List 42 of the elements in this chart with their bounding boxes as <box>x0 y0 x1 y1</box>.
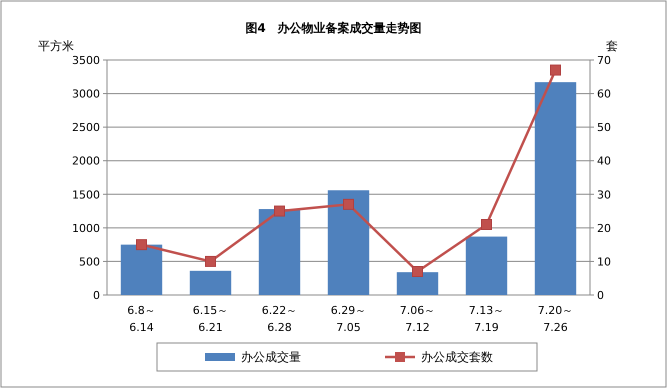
y-tick-label: 3500 <box>72 54 100 67</box>
y-tick-label: 2000 <box>72 154 100 168</box>
bar <box>258 209 300 295</box>
bar <box>466 236 508 295</box>
y-tick-label: 500 <box>79 255 100 268</box>
y2-tick-label: 0 <box>597 289 604 302</box>
y-tick-label: 0 <box>93 289 100 302</box>
y2-tick-label: 70 <box>597 54 611 67</box>
x-tick-label: 6.15～6.21 <box>192 304 228 334</box>
y2-axis-title: 套 <box>606 39 618 53</box>
legend-label: 办公成交量 <box>241 350 301 364</box>
point <box>550 64 561 76</box>
legend-label: 办公成交套数 <box>421 350 493 364</box>
point <box>136 239 147 250</box>
point <box>412 266 423 277</box>
point <box>343 198 354 210</box>
y2-tick-label: 20 <box>597 222 611 235</box>
x-tick-label: 7.13～7.19 <box>468 304 504 334</box>
chart-title: 图4 办公物业备案成交量走势图 <box>245 21 422 35</box>
y2-tick-label: 50 <box>597 121 611 134</box>
y-tick-label: 1000 <box>72 222 100 235</box>
x-tick-label: 7.06～7.12 <box>400 304 436 334</box>
x-tick-label: 6.8～6.14 <box>127 304 156 334</box>
bar <box>396 272 438 295</box>
point <box>274 206 285 217</box>
bar <box>190 270 232 295</box>
bar <box>328 190 370 295</box>
bar <box>534 82 576 295</box>
y2-tick-label: 40 <box>597 154 611 168</box>
x-tick-label: 6.22～6.28 <box>262 304 298 334</box>
bar <box>120 244 162 295</box>
x-tick-label: 6.29～7.05 <box>330 304 366 334</box>
y-tick-label: 1500 <box>72 188 100 202</box>
y-tick-label: 2500 <box>72 121 100 134</box>
point <box>481 219 492 230</box>
y2-tick-label: 30 <box>597 188 611 202</box>
point <box>205 256 216 267</box>
y-tick-label: 3000 <box>72 88 100 101</box>
x-tick-label: 7.20～7.26 <box>538 304 574 334</box>
y-axis-title: 平方米 <box>38 39 74 53</box>
y2-tick-label: 60 <box>597 88 611 101</box>
y2-tick-label: 10 <box>597 255 611 268</box>
